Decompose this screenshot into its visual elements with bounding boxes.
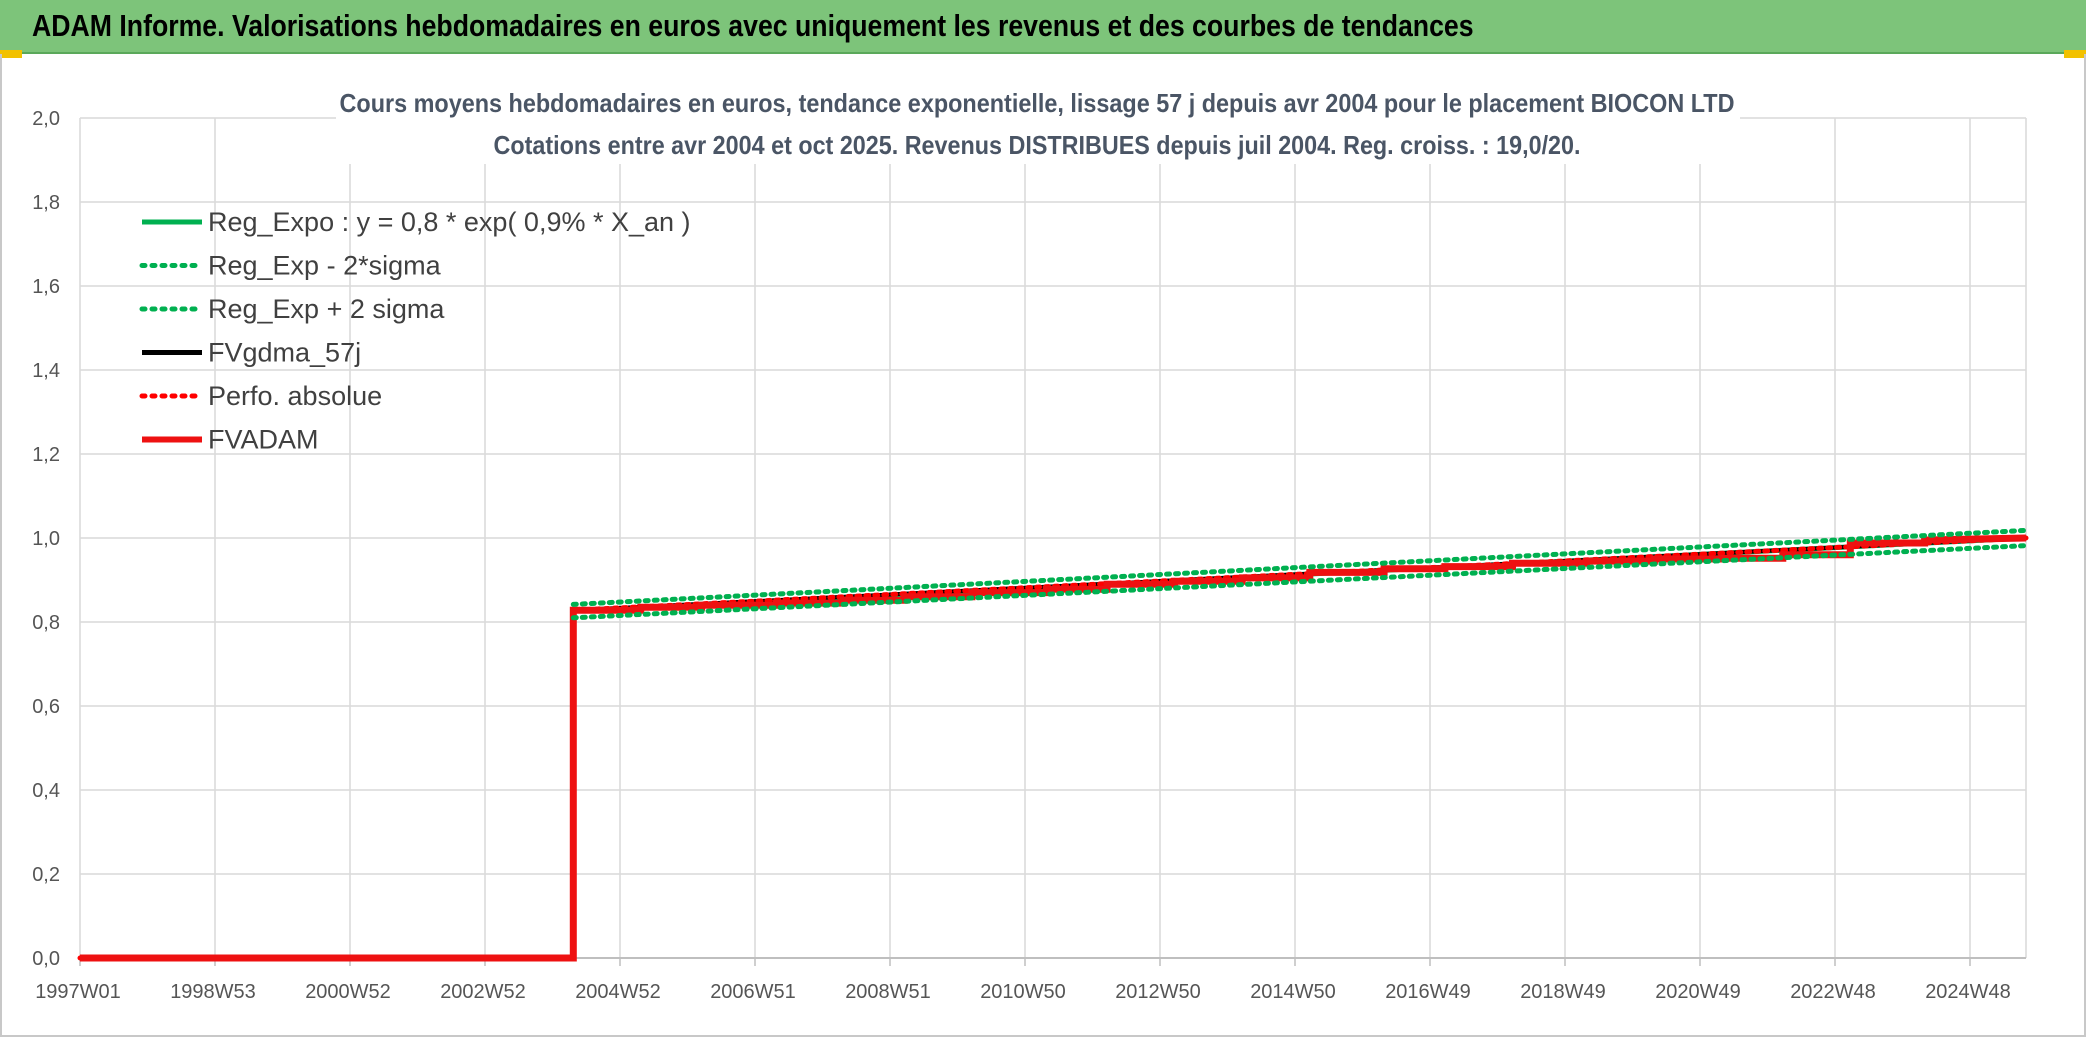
x-tick-label: 2010W50 — [980, 981, 1066, 1003]
series-line — [77, 535, 2029, 961]
x-tick-label: 2002W52 — [440, 981, 526, 1003]
legend-label: Reg_Exp + 2 sigma — [208, 294, 445, 324]
title-background — [336, 84, 1740, 164]
y-tick-label: 0,4 — [32, 780, 60, 802]
y-tick-label: 1,0 — [32, 528, 60, 550]
series-line — [570, 527, 2029, 607]
x-axis-ticks: 1997W01 1998W53 2000W52 2002W52 2004W52 2006W… — [35, 981, 2011, 1003]
x-tick-label: 2022W48 — [1790, 981, 1876, 1003]
y-tick-label: 0,2 — [32, 864, 60, 886]
x-tick-label: 2018W49 — [1520, 981, 1606, 1003]
legend-label: Reg_Exp - 2*sigma — [208, 251, 442, 281]
corner-mark-left — [0, 50, 22, 58]
report-title: ADAM Informe. Valorisations hebdomadaire… — [32, 8, 1474, 43]
x-tick-label: 2020W49 — [1655, 981, 1741, 1003]
chart-title-line-1: Cours moyens hebdomadaires en euros, ten… — [340, 88, 1735, 118]
legend-label: Reg_Expo : y = 0,8 * exp( 0,9% * X_an ) — [208, 207, 691, 237]
y-axis-ticks: 0,0 0,2 0,4 0,6 0,8 1,0 1,2 1,4 1,6 1,8 2,0 — [32, 108, 60, 970]
x-tick-label: 2000W52 — [305, 981, 391, 1003]
y-tick-label: 1,4 — [32, 360, 60, 382]
series-line — [80, 534, 2027, 962]
report-banner: ADAM Informe. Valorisations hebdomadaire… — [0, 0, 2086, 54]
legend: Reg_Expo : y = 0,8 * exp( 0,9% * X_an ) R… — [139, 207, 691, 455]
legend-label: FVgdma_57j — [208, 338, 361, 368]
y-tick-label: 1,2 — [32, 444, 60, 466]
x-tick-label: 2012W50 — [1115, 981, 1201, 1003]
y-tick-label: 0,6 — [32, 696, 60, 718]
legend-label: Perfo. absolue — [208, 381, 382, 411]
chart-title-line-2: Cotations entre avr 2004 et oct 2025. Re… — [494, 130, 1581, 160]
y-tick-label: 0,0 — [32, 948, 60, 970]
x-tick-label: 2006W51 — [710, 981, 796, 1003]
y-tick-label: 1,8 — [32, 192, 60, 214]
x-tick-label: 1997W01 — [35, 981, 121, 1003]
x-tick-label: 2008W51 — [845, 981, 931, 1003]
y-tick-label: 2,0 — [32, 108, 60, 130]
x-tick-label: 2016W49 — [1385, 981, 1471, 1003]
series-lines — [77, 527, 2029, 962]
y-tick-label: 0,8 — [32, 612, 60, 634]
x-tick-label: 2004W52 — [575, 981, 661, 1003]
chart-frame — [0, 54, 2086, 1037]
legend-label: FVADAM — [208, 425, 319, 455]
x-tick-label: 1998W53 — [170, 981, 256, 1003]
corner-mark-right — [2064, 50, 2086, 58]
grid — [79, 117, 2027, 966]
y-tick-label: 1,6 — [32, 276, 60, 298]
series-line — [570, 543, 2029, 621]
series-line — [80, 536, 2027, 960]
x-tick-label: 2014W50 — [1250, 981, 1336, 1003]
x-tick-label: 2024W48 — [1925, 981, 2011, 1003]
